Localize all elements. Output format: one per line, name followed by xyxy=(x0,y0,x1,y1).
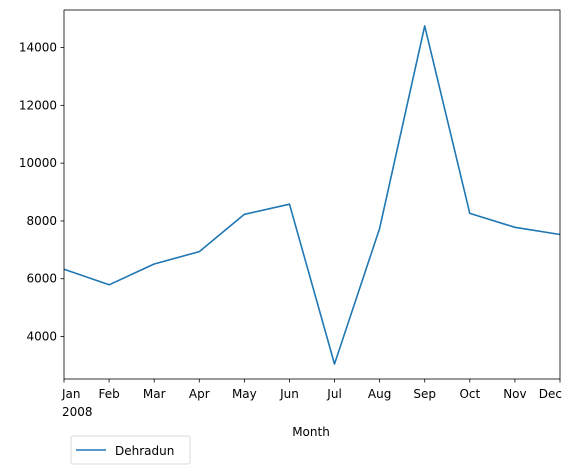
plot-frame xyxy=(63,9,561,380)
y-tick-label: 6000 xyxy=(26,272,57,286)
legend-box xyxy=(70,435,191,465)
x-tick-label: Sep xyxy=(413,387,436,401)
y-tick-label: 10000 xyxy=(19,156,57,170)
legend-label: Dehradun xyxy=(115,444,174,458)
x-tick-label: Aug xyxy=(368,387,391,401)
x-tick-label: Dec xyxy=(539,387,562,401)
x-tick-label: Mar xyxy=(143,387,166,401)
x-tick-label: Oct xyxy=(459,387,480,401)
plot-area xyxy=(63,9,561,380)
legend: Dehradun xyxy=(70,435,191,465)
x-tick-label: Jun xyxy=(279,387,299,401)
x-tick-label: Feb xyxy=(98,387,119,401)
x-axis-label: Month xyxy=(292,425,330,439)
y-tick-label: 12000 xyxy=(19,98,57,112)
y-tick-label: 8000 xyxy=(26,214,57,228)
x-tick-year-label: 2008 xyxy=(62,405,93,419)
x-axis: Jan Feb Mar Apr May Jun Jul Aug Sep Oct Nov Dec 2008 xyxy=(61,379,562,419)
series-line-dehradun xyxy=(63,25,561,365)
y-tick-label: 4000 xyxy=(26,330,57,344)
x-tick-label: Jan xyxy=(61,387,81,401)
x-tick-label: Jul xyxy=(326,387,341,401)
x-tick-label: Nov xyxy=(503,387,526,401)
x-tick-label: May xyxy=(232,387,257,401)
x-tick-label: Apr xyxy=(189,387,210,401)
y-axis: 4000 6000 8000 10000 12000 14000 xyxy=(19,41,64,344)
y-tick-label: 14000 xyxy=(19,41,57,55)
